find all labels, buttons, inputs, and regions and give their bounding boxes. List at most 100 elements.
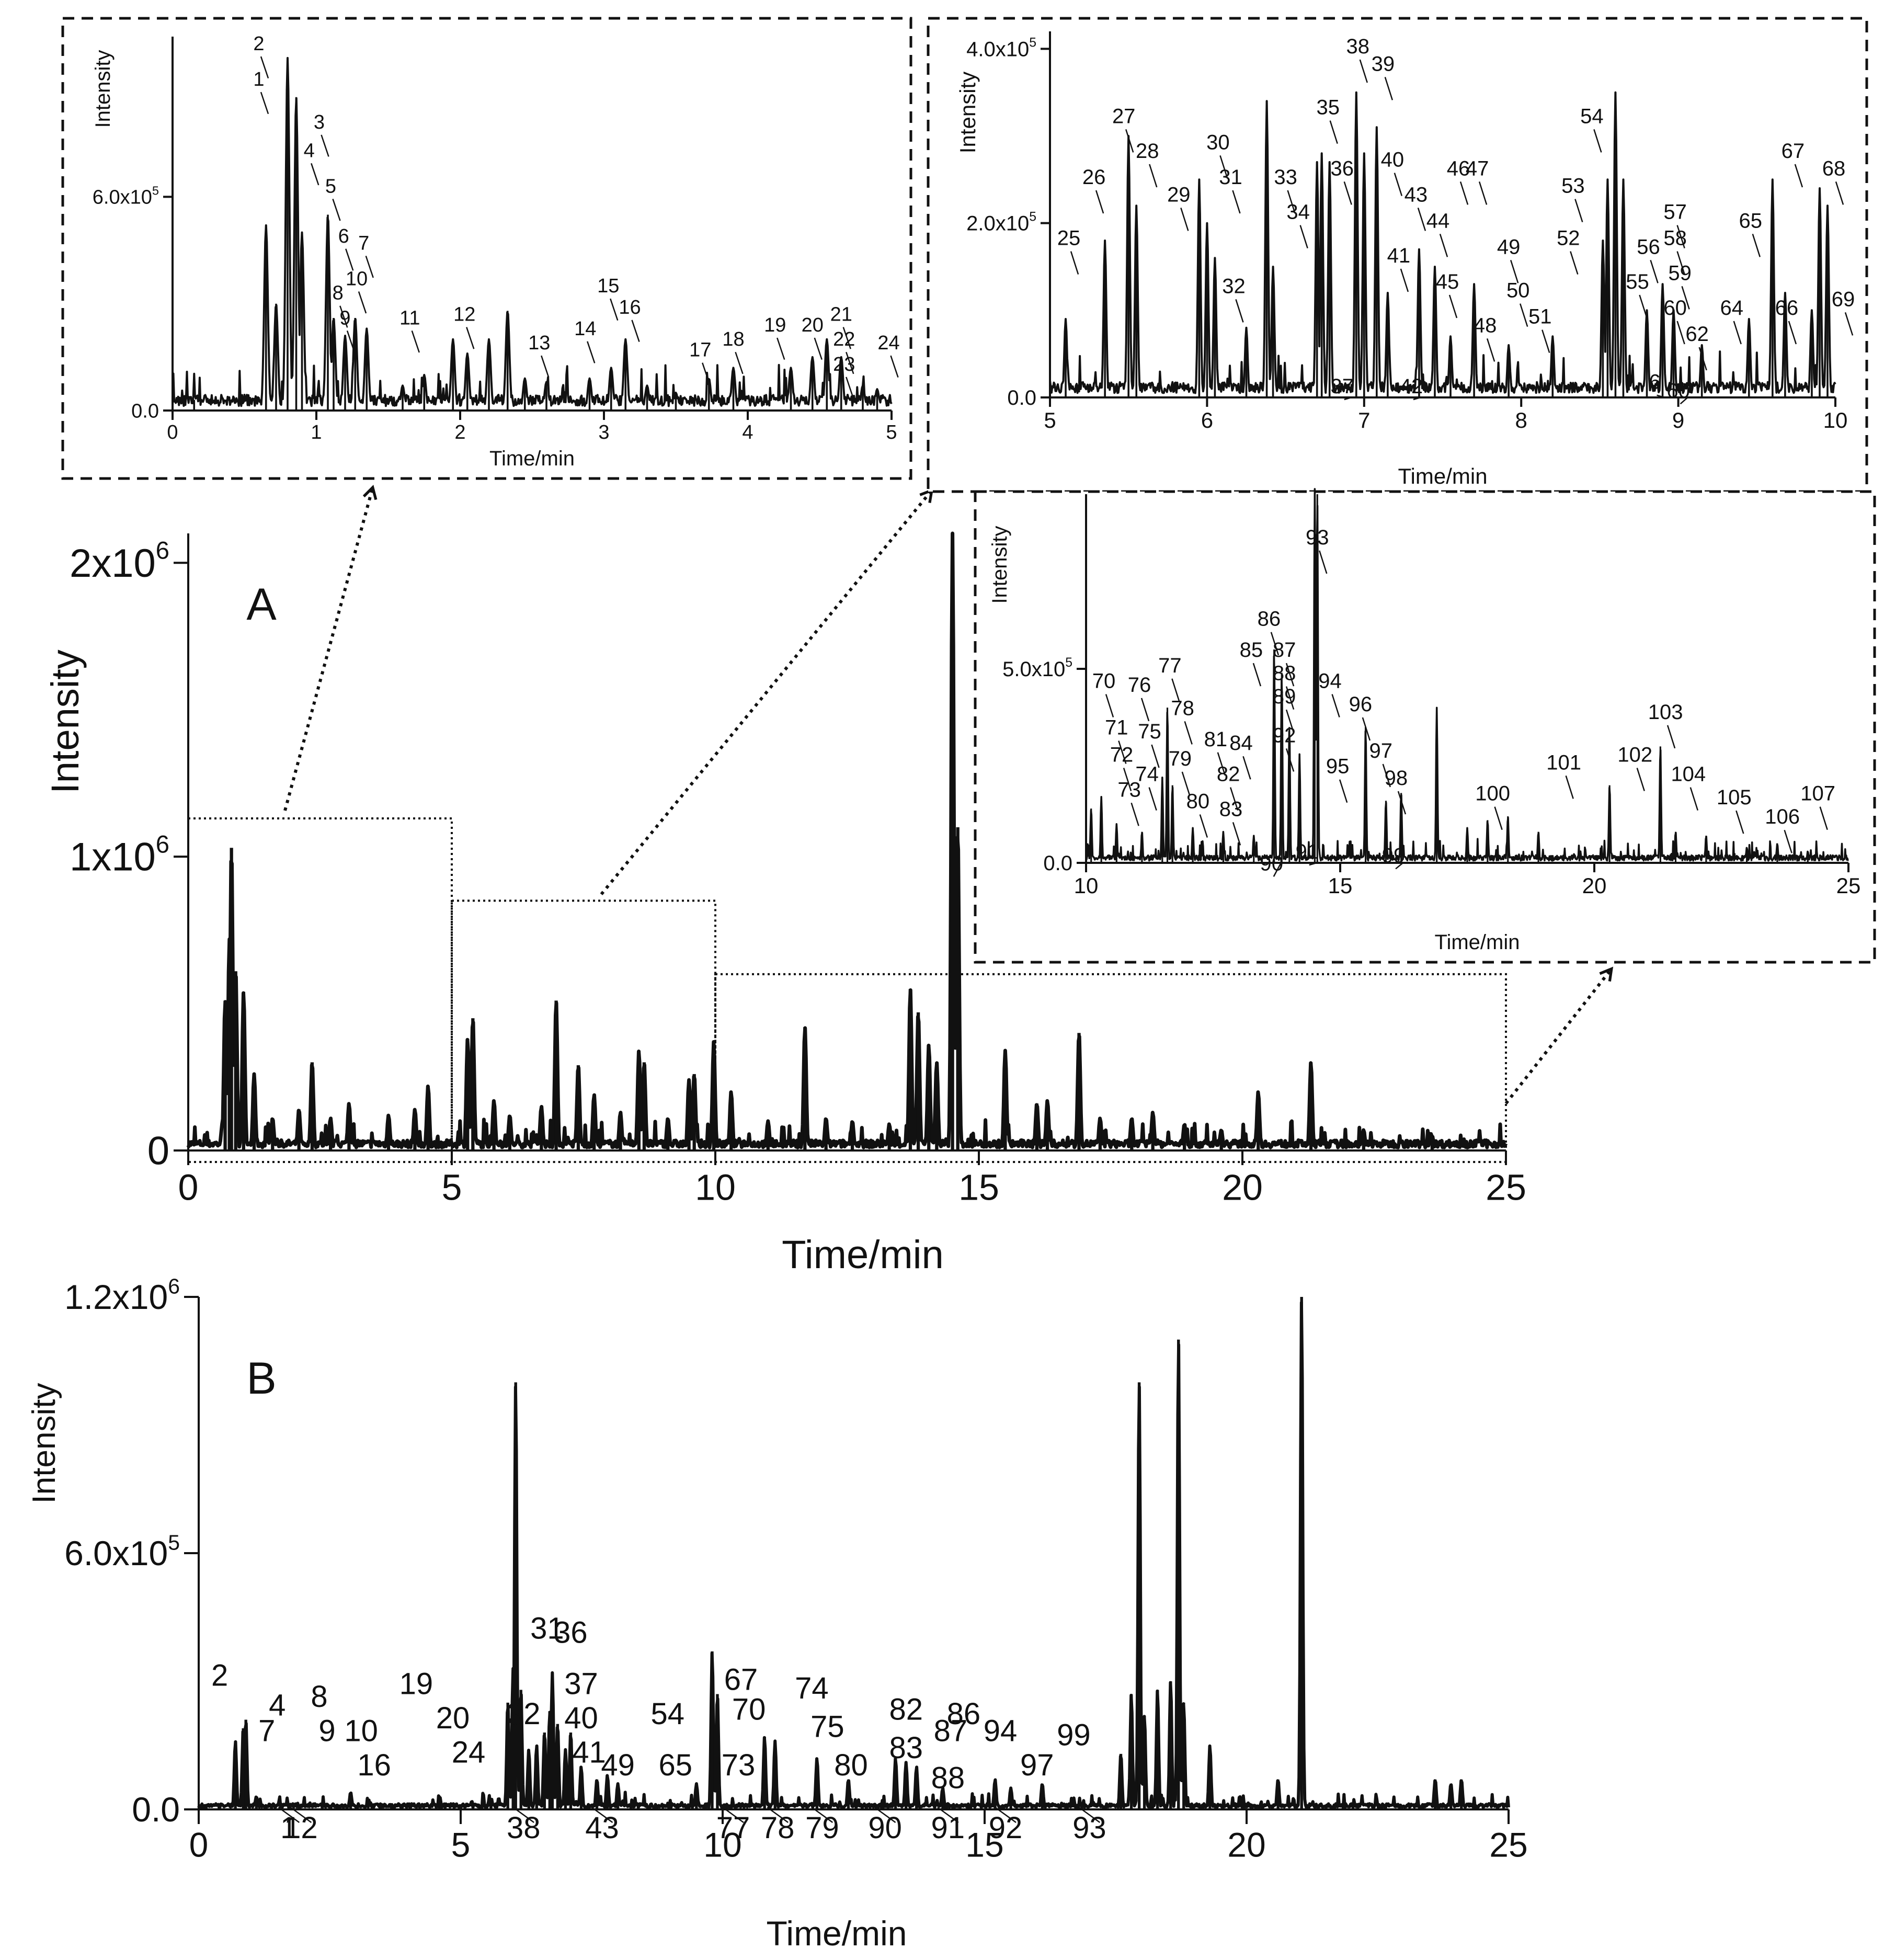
B-peak-label: 78: [761, 1811, 795, 1845]
B-peak-leader: [722, 1806, 744, 1824]
inset3-peak-leader: [1217, 752, 1226, 776]
inset3-peak-label: 94: [1318, 669, 1342, 692]
inset3-peak-label: 105: [1717, 786, 1752, 809]
inset3-x-tick-label: 15: [1328, 873, 1353, 898]
inset1-x-tick-label: 0: [167, 421, 178, 443]
B-peak-label: 94: [984, 1714, 1018, 1748]
B-peak-label: 67: [724, 1663, 758, 1697]
inset1-peak-label: 24: [877, 332, 899, 354]
inset1-peak-label: 16: [619, 297, 641, 318]
inset2-trace-line: [1049, 91, 1836, 394]
inset1-peak-label: 19: [764, 314, 786, 336]
inset2-peak-leader: [1413, 396, 1421, 401]
inset2-peak-label: 43: [1405, 183, 1428, 206]
inset3-peak-label: 81: [1204, 728, 1228, 751]
inset2-peak-label: 32: [1222, 275, 1246, 298]
B-x-tick-label: 5: [451, 1826, 471, 1864]
B-peak-label: 65: [659, 1748, 693, 1782]
panel-b-label: B: [246, 1353, 276, 1404]
B-peak-label: 99: [1057, 1718, 1091, 1752]
inset2-peak-leader: [1149, 164, 1158, 188]
inset2-peak-label: 45: [1436, 270, 1459, 293]
inset2-peak-leader: [1639, 294, 1648, 318]
inset1-peak-leader: [365, 255, 374, 278]
inset2-peak-leader: [1788, 321, 1797, 345]
inset2-y-tick-label: 0.0: [1007, 386, 1036, 409]
inset2-peak-leader: [1650, 259, 1659, 283]
inset1-peak-leader: [260, 92, 269, 115]
B-peak-label: 92: [989, 1811, 1023, 1845]
B-peak-label: 93: [1072, 1811, 1106, 1845]
inset2-peak-label: 34: [1286, 201, 1310, 224]
inset2-peak-label: 52: [1557, 227, 1580, 250]
inset3-peak-leader: [1229, 787, 1239, 811]
inset2-peak-label: 40: [1381, 149, 1405, 172]
inset3-trace-line: [1085, 488, 1849, 862]
inset2-peak-leader: [1299, 225, 1308, 249]
inset3-peak-leader: [1242, 756, 1251, 780]
inset2-peak-leader: [1329, 120, 1338, 144]
inset3-peak-label: 73: [1117, 778, 1141, 801]
inset2-peak-leader: [1400, 268, 1409, 292]
inset3-peak-leader: [1285, 709, 1295, 733]
inset1-peak-leader: [311, 163, 319, 186]
inset2-peak-label: 66: [1775, 297, 1799, 320]
inset3-peak-label: 103: [1648, 701, 1683, 724]
inset3-peak-leader: [1494, 806, 1503, 830]
inset2-peak-leader: [1520, 303, 1528, 327]
B-peak-label: 37: [564, 1667, 598, 1701]
inset2-peak-leader: [1680, 397, 1688, 405]
inset2-peak-leader: [1794, 164, 1803, 188]
inset3-peak-leader: [1285, 748, 1295, 772]
B-peak-label: 19: [399, 1667, 433, 1701]
B-peak-label: 83: [889, 1731, 923, 1765]
inset2-peak-label: 25: [1057, 227, 1081, 250]
A-x-tick-label: 5: [442, 1167, 462, 1208]
inset3-peak-leader: [1270, 632, 1280, 656]
B-peak-leader: [591, 1806, 613, 1824]
inset2-peak-leader: [1232, 190, 1241, 214]
inset2-peak-leader: [1752, 233, 1761, 257]
inset2-x-tick-label: 7: [1358, 408, 1370, 432]
inset3-peak-leader: [1148, 787, 1157, 811]
B-peak-label: 70: [732, 1693, 766, 1727]
panel-a: 0 5 10 15 20 25 0 1x106 2x106 Time/min Intensity A: [43, 531, 1526, 1277]
inset3-peak-label: 80: [1186, 790, 1210, 813]
inset2-peak-leader: [1478, 181, 1488, 205]
inset1-peak-leader: [610, 298, 619, 321]
inset2-peak-leader: [1448, 294, 1458, 318]
inset1-peak-label: 1: [253, 69, 264, 90]
A-y-tick-label: 1x106: [70, 830, 169, 879]
inset1-peak-leader: [846, 351, 854, 374]
inset3-peak-leader: [1362, 717, 1371, 741]
B-x-tick-label: 15: [965, 1826, 1003, 1864]
inset3-peak-label: 72: [1110, 743, 1134, 766]
inset2-peak-label: 53: [1561, 175, 1585, 198]
inset3-peak-leader: [1689, 787, 1699, 811]
inset3-peak-leader: [1666, 725, 1676, 749]
inset1-peak-label: 17: [689, 339, 711, 361]
B-peak-label: 75: [810, 1710, 844, 1744]
inset3-peak-label: 75: [1138, 720, 1161, 743]
B-peak-label: 12: [284, 1811, 318, 1845]
inset2-peak-label: 29: [1167, 183, 1191, 206]
inset3-peak-leader: [1184, 721, 1193, 745]
inset3-peak-label: 70: [1092, 669, 1116, 692]
inset3-peak-label: 76: [1128, 674, 1151, 697]
inset2-peak-label: 60: [1663, 297, 1687, 320]
inset2-peak-leader: [1681, 286, 1690, 310]
inset3-peak-leader: [1118, 740, 1127, 764]
inset2-peak-label: 47: [1466, 157, 1489, 180]
inset2-peak-label: 33: [1274, 166, 1297, 189]
inset2-x-tick-label: 6: [1201, 408, 1213, 432]
inset3-peak-label: 82: [1217, 763, 1240, 786]
B-peak-leader: [512, 1806, 534, 1824]
B-y-tick-label: 6.0x105: [64, 1530, 180, 1572]
inset3-x-tick-label: 25: [1836, 873, 1861, 898]
B-peak-label: 10: [344, 1714, 378, 1748]
inset1-x-tick-label: 3: [598, 421, 609, 443]
inset1-peak-label: 22: [833, 328, 855, 350]
inset2-peak-label: 44: [1426, 209, 1450, 232]
inset3-peak-label: 84: [1229, 732, 1253, 755]
